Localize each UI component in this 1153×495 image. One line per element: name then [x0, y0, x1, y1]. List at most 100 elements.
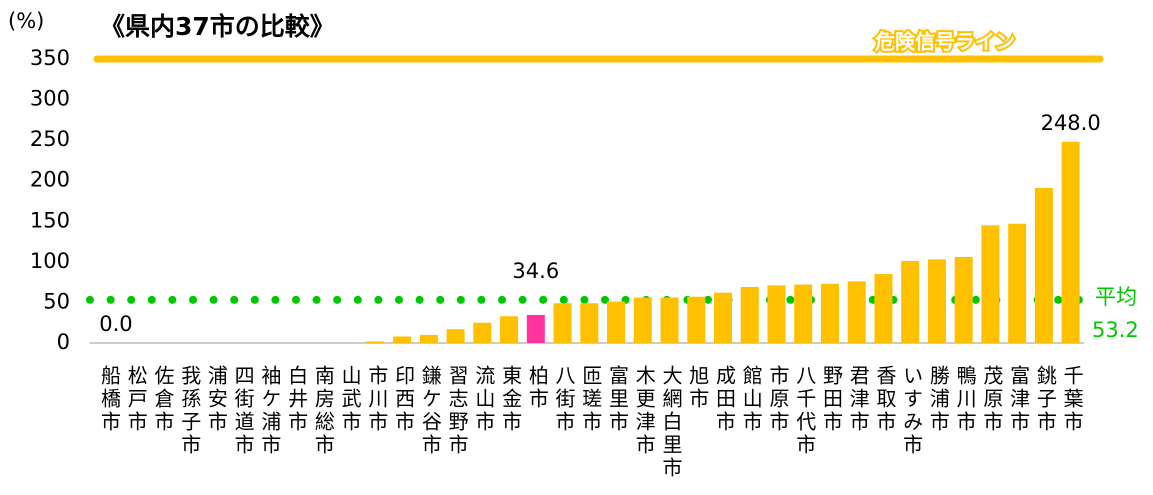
x-tick-label: 銚子市 [1033, 365, 1057, 434]
x-tick-label: 袖ケ浦市 [258, 365, 282, 457]
bar [927, 259, 946, 343]
x-tick-label: 南房総市 [311, 365, 335, 457]
x-tick-label: 館山市 [739, 365, 763, 434]
x-tick-label: 勝浦市 [926, 365, 950, 434]
y-tick-label: 300 [30, 87, 70, 111]
average-dot [209, 295, 218, 304]
average-dot [86, 295, 94, 304]
y-tick-label: 350 [30, 46, 70, 70]
average-dot [189, 295, 197, 304]
x-tick-label: 市川市 [365, 365, 389, 434]
bar [847, 281, 866, 343]
bar [580, 303, 599, 343]
y-tick-label: 200 [30, 168, 70, 192]
average-dot [786, 295, 795, 304]
bar [687, 296, 706, 343]
average-dot [230, 295, 239, 304]
x-tick-label: 松戸市 [124, 365, 148, 434]
average-dot [1054, 295, 1063, 304]
x-tick-label: 茂原市 [980, 365, 1004, 434]
x-tick-label: 我孫子市 [178, 365, 202, 457]
x-tick-label: 東金市 [499, 365, 523, 434]
x-tick-label: 木更津市 [632, 365, 656, 457]
x-tick-label: 山武市 [338, 365, 362, 434]
x-tick-label: 印西市 [392, 365, 416, 434]
x-tick-label: 佐倉市 [151, 365, 175, 434]
chart-title: 《県内37市の比較》 [100, 12, 335, 41]
x-tick-label: 富里市 [606, 365, 630, 434]
bar [820, 283, 839, 343]
average-dot [374, 295, 383, 304]
bar [553, 303, 572, 343]
average-value: 53.2 [1092, 318, 1139, 342]
bar [874, 274, 893, 343]
average-line [86, 295, 1083, 304]
y-tick-label: 0 [57, 330, 70, 354]
x-tick-label: 習志野市 [445, 365, 469, 457]
data-label: 34.6 [512, 259, 559, 283]
y-tick-label: 250 [30, 127, 70, 151]
y-tick-label: 100 [30, 249, 70, 273]
average-dot [395, 295, 403, 304]
average-dot [518, 295, 527, 304]
x-tick-label: 大網白里市 [659, 365, 683, 480]
x-tick-label: 四街道市 [231, 365, 255, 457]
bar [954, 256, 973, 343]
bar [500, 316, 519, 343]
bar [740, 287, 759, 343]
x-tick-label: 千葉市 [1060, 365, 1084, 434]
bar [1034, 188, 1053, 343]
y-tick-label: 150 [30, 208, 70, 232]
bar [446, 329, 465, 343]
x-tick-label: 浦安市 [204, 365, 228, 434]
average-dot [415, 295, 424, 304]
x-tick-label: 野田市 [819, 365, 843, 434]
data-label: 248.0 [1041, 111, 1101, 135]
average-dot [971, 295, 980, 304]
average-dot [271, 295, 280, 304]
x-tick-label: 市原市 [766, 365, 790, 434]
x-tick-label: 鴨川市 [953, 365, 977, 434]
y-axis-label: (%) [8, 9, 44, 33]
bar [901, 261, 920, 343]
average-dot [559, 295, 568, 304]
x-tick-label: いすみ市 [900, 365, 924, 457]
average-dot [168, 295, 177, 304]
bar [660, 297, 679, 343]
bar [419, 334, 438, 343]
data-label: 0.0 [99, 312, 132, 336]
x-tick-label: 柏市 [525, 365, 549, 411]
average-dot [312, 295, 321, 304]
average-name: 平均 [1095, 285, 1137, 309]
x-tick-label: 香取市 [873, 365, 897, 434]
danger-label: 危険信号ライン [875, 30, 1015, 54]
average-dot [106, 295, 115, 304]
bar [767, 285, 786, 343]
average-dot [456, 295, 465, 304]
x-tick-label: 匝瑳市 [579, 365, 603, 434]
average-dot [147, 295, 156, 304]
bar [714, 292, 733, 343]
x-tick-label: 八千代市 [793, 365, 817, 457]
average-dot [250, 295, 259, 304]
x-tick-label: 白井市 [285, 365, 309, 434]
average-dot [333, 295, 342, 304]
x-tick-label: 流山市 [472, 365, 496, 434]
average-dot [127, 295, 136, 304]
average-dot [353, 295, 362, 304]
bar [393, 336, 412, 343]
y-tick-label: 50 [43, 289, 70, 313]
average-dot [436, 295, 445, 304]
bar [1008, 223, 1027, 343]
average-dot [580, 295, 589, 304]
x-tick-label: 旭市 [686, 365, 710, 411]
average-dot [477, 295, 486, 304]
average-dot [539, 295, 548, 304]
bar [366, 341, 385, 343]
bar [526, 314, 545, 343]
bar [633, 297, 652, 343]
average-dot [601, 295, 609, 304]
x-tick-label: 八街市 [552, 365, 576, 434]
average-dot [704, 295, 712, 304]
